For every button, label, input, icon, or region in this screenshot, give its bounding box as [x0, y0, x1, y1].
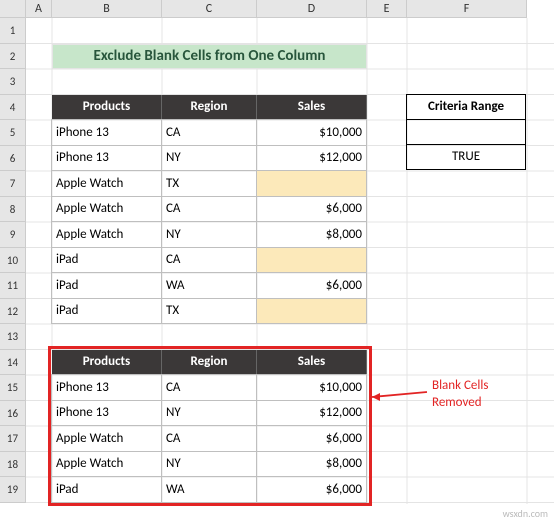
callout-l2: Removed — [432, 395, 482, 410]
title-banner[interactable]: Exclude Blank Cells from One Column — [52, 44, 367, 70]
t1-region[interactable]: WA — [161, 272, 257, 299]
col-A[interactable]: A — [26, 0, 52, 17]
t1-sales[interactable]: $12,000 — [256, 145, 367, 172]
t2-sales[interactable]: $6,000 — [256, 476, 367, 503]
row-11[interactable]: 11 — [0, 273, 26, 299]
row-7[interactable]: 7 — [0, 171, 26, 197]
select-all-corner[interactable] — [0, 0, 26, 17]
callout-text: Blank Cells Removed — [432, 378, 488, 412]
column-headers: A B C D E F — [0, 0, 527, 18]
t2-region[interactable]: NY — [161, 451, 257, 478]
t2-region[interactable]: WA — [161, 476, 257, 503]
criteria-value[interactable]: TRUE — [406, 144, 526, 170]
t1-product[interactable]: Apple Watch — [51, 170, 162, 197]
t1-h-products[interactable]: Products — [52, 95, 162, 121]
row-12[interactable]: 12 — [0, 299, 26, 325]
t1-sales[interactable]: $10,000 — [256, 119, 367, 146]
t1-product[interactable]: iPad — [51, 298, 162, 325]
t1-product[interactable]: iPhone 13 — [51, 145, 162, 172]
t1-product[interactable]: iPhone 13 — [51, 119, 162, 146]
t2-h-sales[interactable]: Sales — [257, 350, 367, 376]
t2-sales[interactable]: $8,000 — [256, 451, 367, 478]
t1-sales[interactable]: $8,000 — [256, 221, 367, 248]
t1-sales[interactable]: $6,000 — [256, 196, 367, 223]
row-19[interactable]: 19 — [0, 477, 26, 503]
t2-product[interactable]: iPhone 13 — [51, 374, 162, 401]
row-8[interactable]: 8 — [0, 197, 26, 223]
col-F[interactable]: F — [407, 0, 527, 17]
row-17[interactable]: 17 — [0, 426, 26, 452]
t2-product[interactable]: iPad — [51, 476, 162, 503]
col-E[interactable]: E — [367, 0, 407, 17]
t1-region[interactable]: CA — [161, 119, 257, 146]
t1-sales[interactable]: $6,000 — [256, 272, 367, 299]
spreadsheet: A B C D E F 1 2 3 4 5 6 7 8 9 10 11 12 1… — [0, 0, 554, 524]
callout-arrow — [372, 387, 437, 407]
col-D[interactable]: D — [257, 0, 367, 17]
col-B[interactable]: B — [52, 0, 162, 17]
t1-h-region[interactable]: Region — [162, 95, 257, 121]
t2-region[interactable]: CA — [161, 425, 257, 452]
t1-region[interactable]: TX — [161, 298, 257, 325]
t1-product[interactable]: iPad — [51, 272, 162, 299]
row-1[interactable]: 1 — [0, 18, 26, 44]
t1-region[interactable]: NY — [161, 145, 257, 172]
t2-product[interactable]: iPhone 13 — [51, 400, 162, 427]
callout-l1: Blank Cells — [432, 378, 488, 393]
row-18[interactable]: 18 — [0, 452, 26, 478]
col-C[interactable]: C — [162, 0, 257, 17]
t2-product[interactable]: Apple Watch — [51, 451, 162, 478]
t1-sales[interactable] — [256, 298, 367, 325]
t2-region[interactable]: CA — [161, 374, 257, 401]
row-6[interactable]: 6 — [0, 146, 26, 172]
t1-product[interactable]: iPad — [51, 247, 162, 274]
t1-sales[interactable] — [256, 170, 367, 197]
t2-sales[interactable]: $6,000 — [256, 425, 367, 452]
t1-product[interactable]: Apple Watch — [51, 221, 162, 248]
row-10[interactable]: 10 — [0, 248, 26, 274]
source-table: Products Region Sales iPhone 13CA$10,000… — [52, 95, 367, 325]
t1-h-sales[interactable]: Sales — [257, 95, 367, 121]
t2-h-region[interactable]: Region — [162, 350, 257, 376]
t1-region[interactable]: TX — [161, 170, 257, 197]
t2-sales[interactable]: $12,000 — [256, 400, 367, 427]
row-3[interactable]: 3 — [0, 69, 26, 95]
row-13[interactable]: 13 — [0, 324, 26, 350]
t2-product[interactable]: Apple Watch — [51, 425, 162, 452]
t1-region[interactable]: CA — [161, 196, 257, 223]
row-headers: 1 2 3 4 5 6 7 8 9 10 11 12 13 14 15 16 1… — [0, 18, 26, 503]
row-9[interactable]: 9 — [0, 222, 26, 248]
criteria-blank[interactable] — [406, 119, 526, 145]
t1-region[interactable]: CA — [161, 247, 257, 274]
row-14[interactable]: 14 — [0, 350, 26, 376]
t1-product[interactable]: Apple Watch — [51, 196, 162, 223]
t2-h-products[interactable]: Products — [52, 350, 162, 376]
row-2[interactable]: 2 — [0, 44, 26, 70]
watermark: wsxdn.com — [503, 507, 548, 520]
t1-sales[interactable] — [256, 247, 367, 274]
result-table: Products Region Sales iPhone 13CA$10,000… — [52, 350, 367, 503]
criteria-header[interactable]: Criteria Range — [406, 94, 526, 120]
row-4[interactable]: 4 — [0, 95, 26, 121]
criteria-range: Criteria Range TRUE — [407, 95, 527, 170]
row-16[interactable]: 16 — [0, 401, 26, 427]
row-5[interactable]: 5 — [0, 120, 26, 146]
t1-region[interactable]: NY — [161, 221, 257, 248]
row-15[interactable]: 15 — [0, 375, 26, 401]
t2-region[interactable]: NY — [161, 400, 257, 427]
t2-sales[interactable]: $10,000 — [256, 374, 367, 401]
